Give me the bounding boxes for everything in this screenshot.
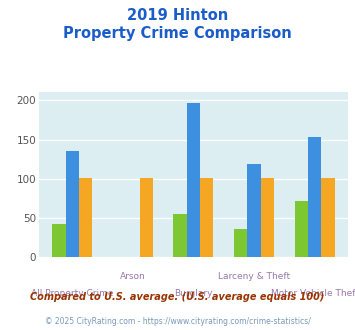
Bar: [261, 178, 274, 257]
Text: Arson: Arson: [120, 272, 146, 281]
Text: 2019 Hinton: 2019 Hinton: [127, 8, 228, 23]
Bar: [200, 178, 213, 257]
Bar: [308, 137, 321, 257]
Text: Motor Vehicle Theft: Motor Vehicle Theft: [271, 289, 355, 298]
Bar: [79, 178, 92, 257]
Bar: [140, 178, 153, 257]
Text: Compared to U.S. average. (U.S. average equals 100): Compared to U.S. average. (U.S. average …: [30, 292, 325, 302]
Bar: [295, 201, 308, 257]
Bar: [321, 178, 334, 257]
Bar: [234, 229, 247, 257]
Bar: [66, 151, 79, 257]
Text: Property Crime Comparison: Property Crime Comparison: [63, 26, 292, 41]
Text: All Property Crime: All Property Crime: [31, 289, 114, 298]
Bar: [174, 214, 187, 257]
Text: © 2025 CityRating.com - https://www.cityrating.com/crime-statistics/: © 2025 CityRating.com - https://www.city…: [45, 317, 310, 326]
Text: Burglary: Burglary: [174, 289, 213, 298]
Bar: [53, 224, 66, 257]
Bar: [187, 103, 200, 257]
Bar: [247, 164, 261, 257]
Text: Larceny & Theft: Larceny & Theft: [218, 272, 290, 281]
